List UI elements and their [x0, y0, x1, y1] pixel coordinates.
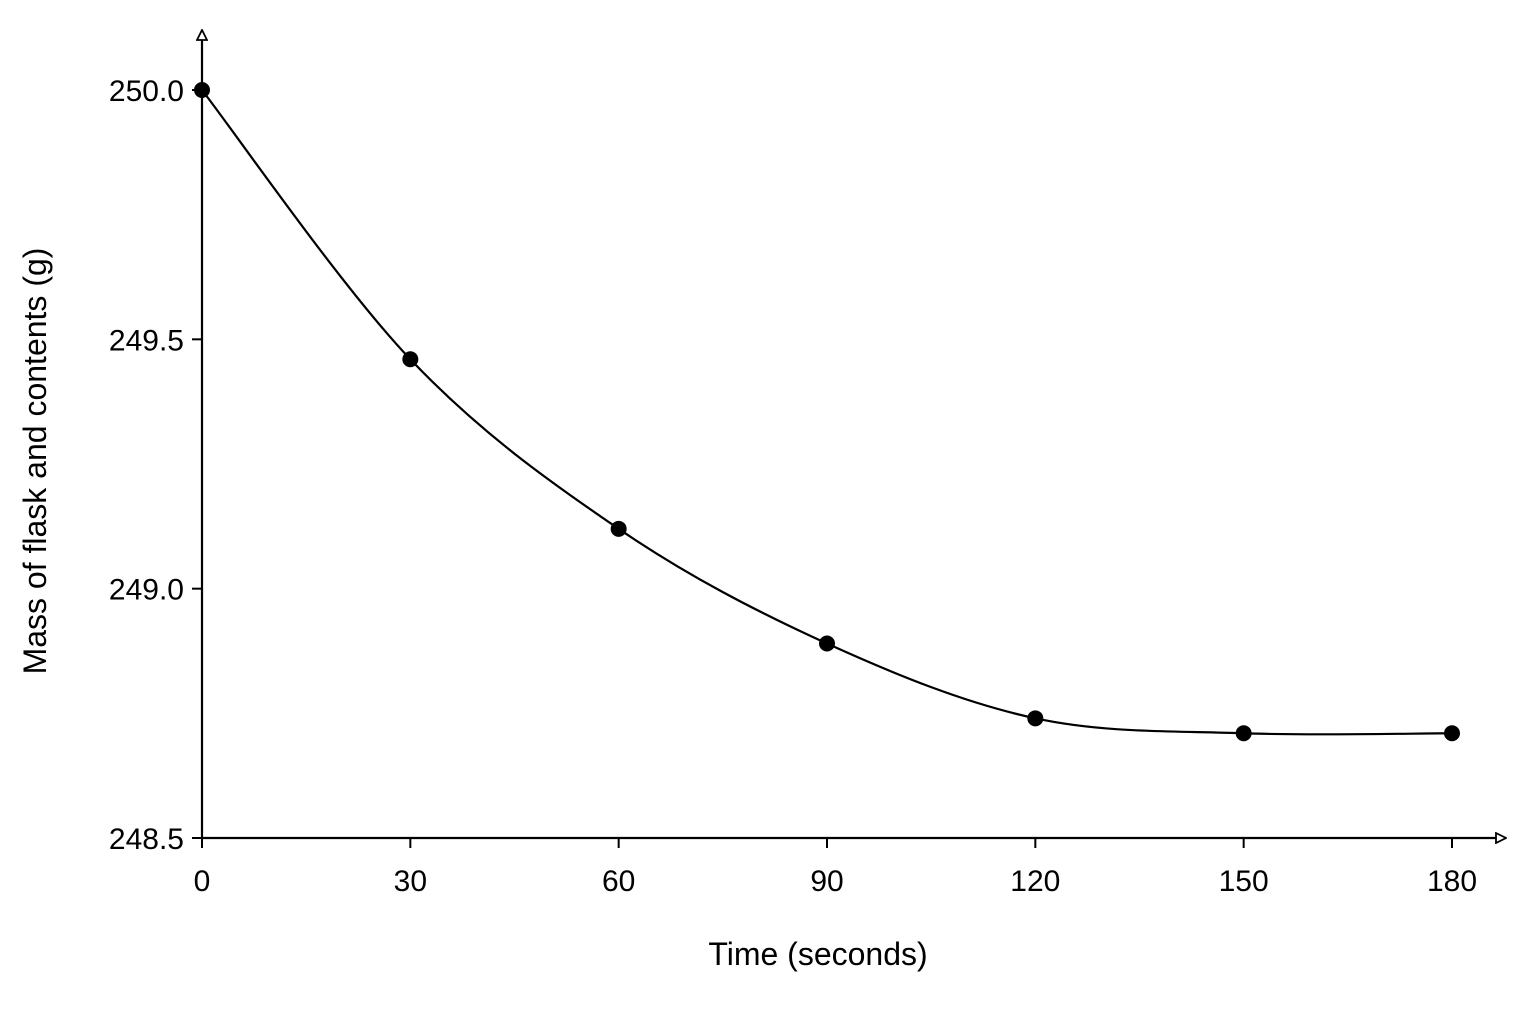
y-tick-label: 249.5 — [109, 324, 184, 357]
data-point — [610, 520, 627, 537]
x-tick-label: 150 — [1219, 865, 1269, 898]
x-axis-label: Time (seconds) — [708, 936, 927, 972]
data-points — [194, 82, 1460, 742]
x-tick-label: 120 — [1010, 865, 1060, 898]
data-point — [819, 635, 835, 652]
y-axis-label: Mass of flask and contents (g) — [17, 248, 53, 675]
data-point — [1027, 710, 1044, 727]
x-tick-label: 60 — [602, 865, 635, 898]
data-point — [402, 351, 419, 368]
y-tick-label: 250.0 — [109, 75, 184, 108]
y-tick-label: 248.5 — [109, 823, 184, 856]
x-ticks: 0 30 60 90 120 150 180 — [194, 838, 1477, 898]
x-tick-label: 30 — [394, 865, 427, 898]
x-tick-label: 180 — [1427, 865, 1477, 898]
data-point — [1235, 725, 1252, 742]
data-point — [194, 82, 210, 98]
y-ticks: 248.5 249.0 249.5 250.0 — [109, 75, 202, 856]
data-point — [1444, 725, 1460, 742]
x-tick-label: 90 — [810, 865, 843, 898]
y-tick-label: 249.0 — [109, 574, 184, 607]
x-tick-label: 0 — [194, 865, 211, 898]
